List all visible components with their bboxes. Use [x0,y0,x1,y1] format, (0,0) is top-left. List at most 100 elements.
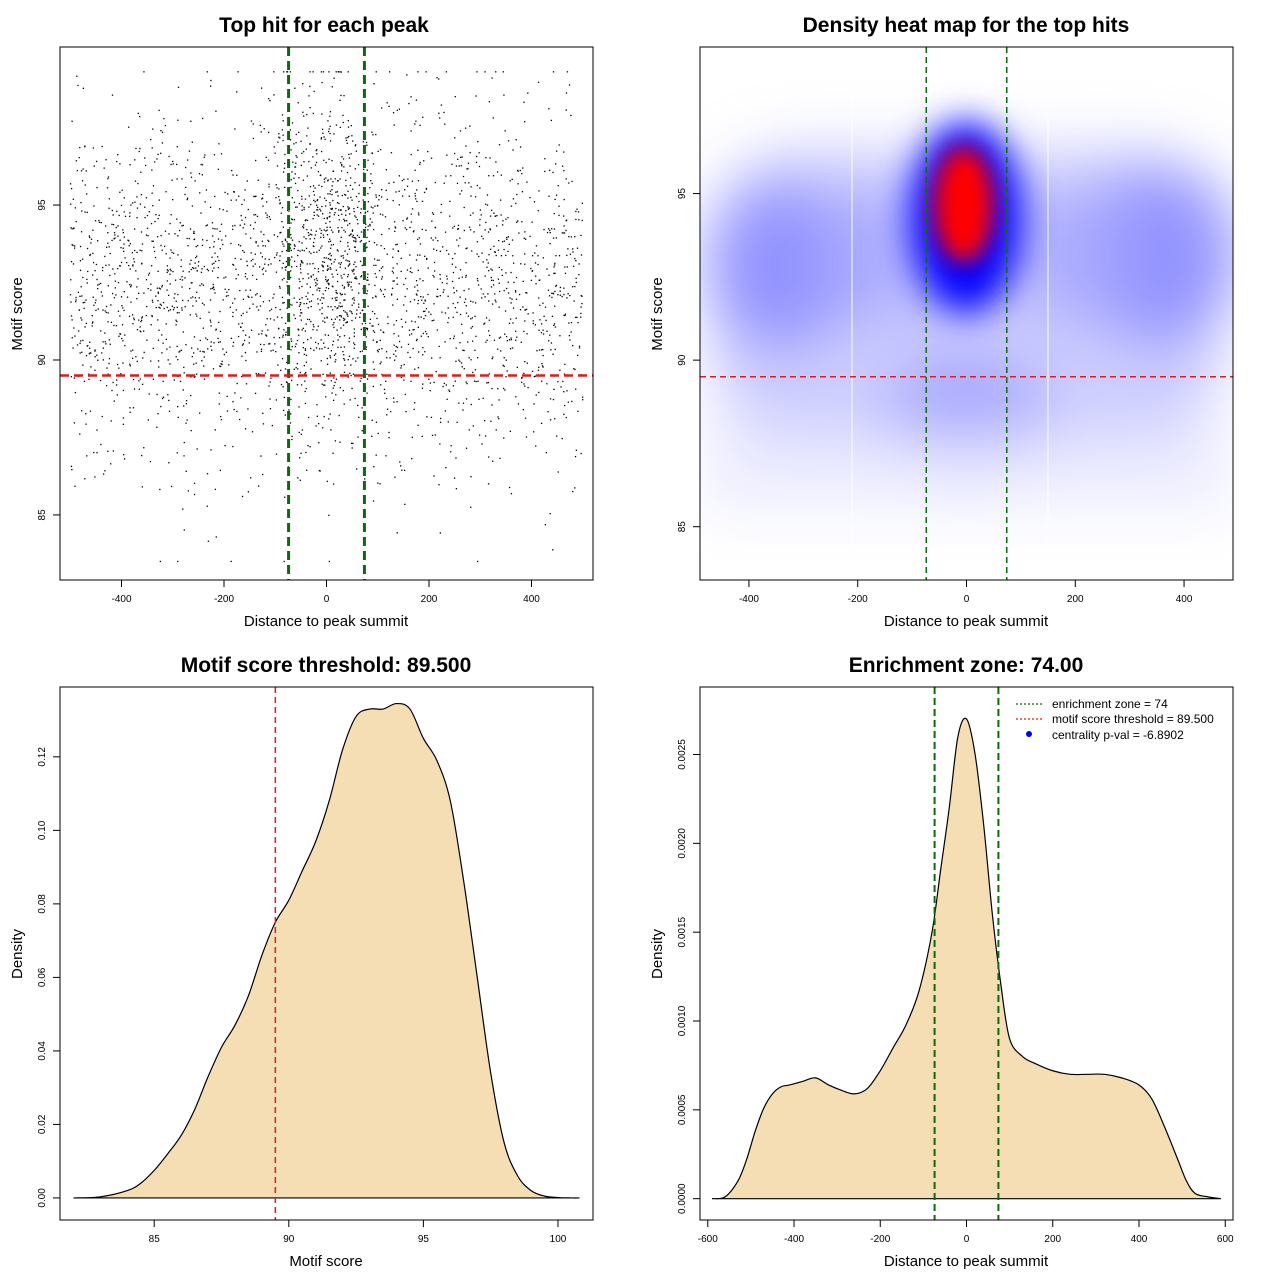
scatter-point [485,157,487,159]
scatter-point [428,311,430,313]
scatter-point [479,187,481,189]
scatter-point [296,384,299,386]
scatter-point [549,512,551,515]
scatter-point [372,361,374,363]
scatter-point [393,344,395,346]
scatter-point [111,94,114,96]
scatter-point [473,231,475,233]
scatter-point [410,380,412,383]
scatter-point [306,302,308,305]
scatter-point [482,293,484,295]
scatter-point [563,151,565,153]
scatter-point [548,340,550,342]
scatter-point [94,270,96,272]
scatter-point [239,418,241,421]
scatter-point [551,292,553,294]
scatter-point [573,367,575,370]
scatter-point [425,71,427,73]
scatter-point [92,252,94,255]
scatter-point [470,476,472,478]
scatter-point [330,178,332,180]
scatter-point [381,107,383,109]
scatter-point [417,180,420,182]
scatter-point [329,202,331,204]
scatter-point [215,328,217,330]
scatter-point [441,246,444,248]
scatter-point [414,368,416,370]
scatter-point [102,347,104,349]
scatter-point [420,335,422,337]
scatter-point [509,180,511,182]
scatter-point [369,322,371,325]
scatter-point [316,204,318,207]
scatter-point [511,298,513,300]
scatter-point [557,471,559,473]
scatter-point [97,359,99,361]
scatter-point [416,254,419,256]
scatter-point [470,300,472,302]
scatter-point [547,410,549,413]
scatter-point [285,331,287,333]
scatter-point [454,252,456,255]
scatter-point [181,309,183,311]
scatter-point [323,297,325,299]
scatter-point [85,170,87,172]
scatter-point [327,282,329,284]
scatter-point [124,215,127,217]
scatter-point [94,349,96,351]
scatter-point [233,191,235,193]
scatter-point [353,207,355,210]
scatter-point [85,299,87,301]
scatter-point [396,298,398,300]
scatter-point [290,222,292,224]
scatter-point [232,228,234,231]
scatter-point [333,354,336,356]
scatter-point [391,293,393,295]
scatter-point [575,218,577,221]
scatter-point [561,232,563,234]
scatter-point [339,302,341,304]
distance-density-y-label: Density [649,928,666,979]
scatter-point [277,364,279,366]
scatter-point [70,301,72,303]
scatter-point [379,288,382,290]
scatter-point [150,138,152,141]
scatter-point [402,220,404,222]
scatter-point [393,401,395,403]
scatter-point [274,152,276,154]
scatter-point [246,260,248,263]
scatter-point [563,170,565,172]
scatter-point [572,490,574,493]
scatter-point [264,245,267,247]
scatter-point [280,212,282,214]
scatter-point [542,354,544,357]
scatter-point [302,227,305,229]
scatter-point [456,228,459,230]
scatter-point [553,264,556,266]
scatter-point [111,389,113,392]
scatter-point [340,316,343,318]
scatter-point [230,337,233,339]
scatter-point [410,221,413,223]
scatter-point [234,257,236,260]
scatter-point [320,71,323,73]
scatter-point [82,87,85,89]
scatter-point [329,111,332,113]
scatter-point [350,233,352,235]
scatter-point [371,131,373,133]
scatter-point [165,338,167,341]
scatter-point [283,329,285,331]
scatter-point [90,366,92,368]
scatter-point [76,75,78,77]
scatter-point [396,277,398,279]
scatter-point [430,157,433,159]
scatter-point [361,407,363,409]
scatter-point [336,280,339,283]
scatter-point [354,144,357,146]
scatter-point [297,254,299,257]
scatter-point [312,190,315,193]
scatter-point [256,293,258,295]
scatter-point [471,250,473,252]
scatter-point [407,351,409,354]
scatter-point [393,324,395,326]
